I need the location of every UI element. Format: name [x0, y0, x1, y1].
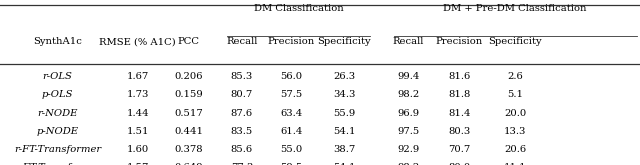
- Text: 87.6: 87.6: [231, 109, 253, 117]
- Text: 97.5: 97.5: [397, 127, 419, 136]
- Text: 80.7: 80.7: [231, 90, 253, 99]
- Text: 56.0: 56.0: [280, 72, 302, 81]
- Text: r-OLS: r-OLS: [43, 72, 72, 81]
- Text: 1.51: 1.51: [126, 127, 149, 136]
- Text: 0.517: 0.517: [175, 109, 203, 117]
- Text: 80.3: 80.3: [449, 127, 470, 136]
- Text: RMSE (% A1C): RMSE (% A1C): [99, 37, 176, 46]
- Text: 98.2: 98.2: [397, 90, 419, 99]
- Text: 80.0: 80.0: [449, 163, 470, 165]
- Text: 20.0: 20.0: [504, 109, 526, 117]
- Text: r-NODE: r-NODE: [37, 109, 78, 117]
- Text: Precision: Precision: [268, 37, 315, 46]
- Text: Specificity: Specificity: [488, 37, 542, 46]
- Text: 57.5: 57.5: [280, 90, 302, 99]
- Text: 98.2: 98.2: [397, 163, 419, 165]
- Text: 54.1: 54.1: [333, 163, 356, 165]
- Text: 38.7: 38.7: [333, 145, 355, 154]
- Text: 81.8: 81.8: [449, 90, 470, 99]
- Text: 63.4: 63.4: [280, 109, 302, 117]
- Text: 1.67: 1.67: [127, 72, 148, 81]
- Text: 54.1: 54.1: [333, 127, 356, 136]
- Text: 70.7: 70.7: [449, 145, 470, 154]
- Text: 1.73: 1.73: [127, 90, 148, 99]
- Text: 13.3: 13.3: [504, 127, 526, 136]
- Text: 55.0: 55.0: [280, 145, 302, 154]
- Text: 92.9: 92.9: [397, 145, 419, 154]
- Text: 0.378: 0.378: [175, 145, 203, 154]
- Text: 5.1: 5.1: [508, 90, 524, 99]
- Text: 11.1: 11.1: [504, 163, 527, 165]
- Text: 55.9: 55.9: [333, 109, 355, 117]
- Text: 77.3: 77.3: [231, 163, 253, 165]
- Text: 26.3: 26.3: [333, 72, 355, 81]
- Text: 0.159: 0.159: [175, 90, 203, 99]
- Text: 0.206: 0.206: [175, 72, 203, 81]
- Text: Specificity: Specificity: [317, 37, 371, 46]
- Text: PCC: PCC: [178, 37, 200, 46]
- Text: DM Classification: DM Classification: [253, 4, 344, 13]
- Text: r-FT-Transformer: r-FT-Transformer: [14, 145, 101, 154]
- Text: p-FT-Transformer: p-FT-Transformer: [13, 163, 102, 165]
- Text: 85.6: 85.6: [231, 145, 253, 154]
- Text: 85.3: 85.3: [231, 72, 253, 81]
- Text: p-NODE: p-NODE: [36, 127, 79, 136]
- Text: Recall: Recall: [392, 37, 424, 46]
- Text: 81.4: 81.4: [448, 109, 471, 117]
- Text: 34.3: 34.3: [333, 90, 355, 99]
- Text: p-OLS: p-OLS: [42, 90, 74, 99]
- Text: 59.5: 59.5: [280, 163, 302, 165]
- Text: 61.4: 61.4: [280, 127, 302, 136]
- Text: Precision: Precision: [436, 37, 483, 46]
- Text: DM + Pre-DM Classification: DM + Pre-DM Classification: [444, 4, 587, 13]
- Text: 0.441: 0.441: [174, 127, 204, 136]
- Text: 96.9: 96.9: [397, 109, 419, 117]
- Text: 83.5: 83.5: [231, 127, 253, 136]
- Text: 1.60: 1.60: [127, 145, 148, 154]
- Text: 99.4: 99.4: [397, 72, 419, 81]
- Text: 81.6: 81.6: [449, 72, 470, 81]
- Text: SynthA1c: SynthA1c: [33, 37, 82, 46]
- Text: 1.44: 1.44: [126, 109, 149, 117]
- Text: Recall: Recall: [226, 37, 258, 46]
- Text: 20.6: 20.6: [504, 145, 526, 154]
- Text: 1.57: 1.57: [127, 163, 148, 165]
- Text: 2.6: 2.6: [508, 72, 523, 81]
- Text: 0.649: 0.649: [175, 163, 203, 165]
